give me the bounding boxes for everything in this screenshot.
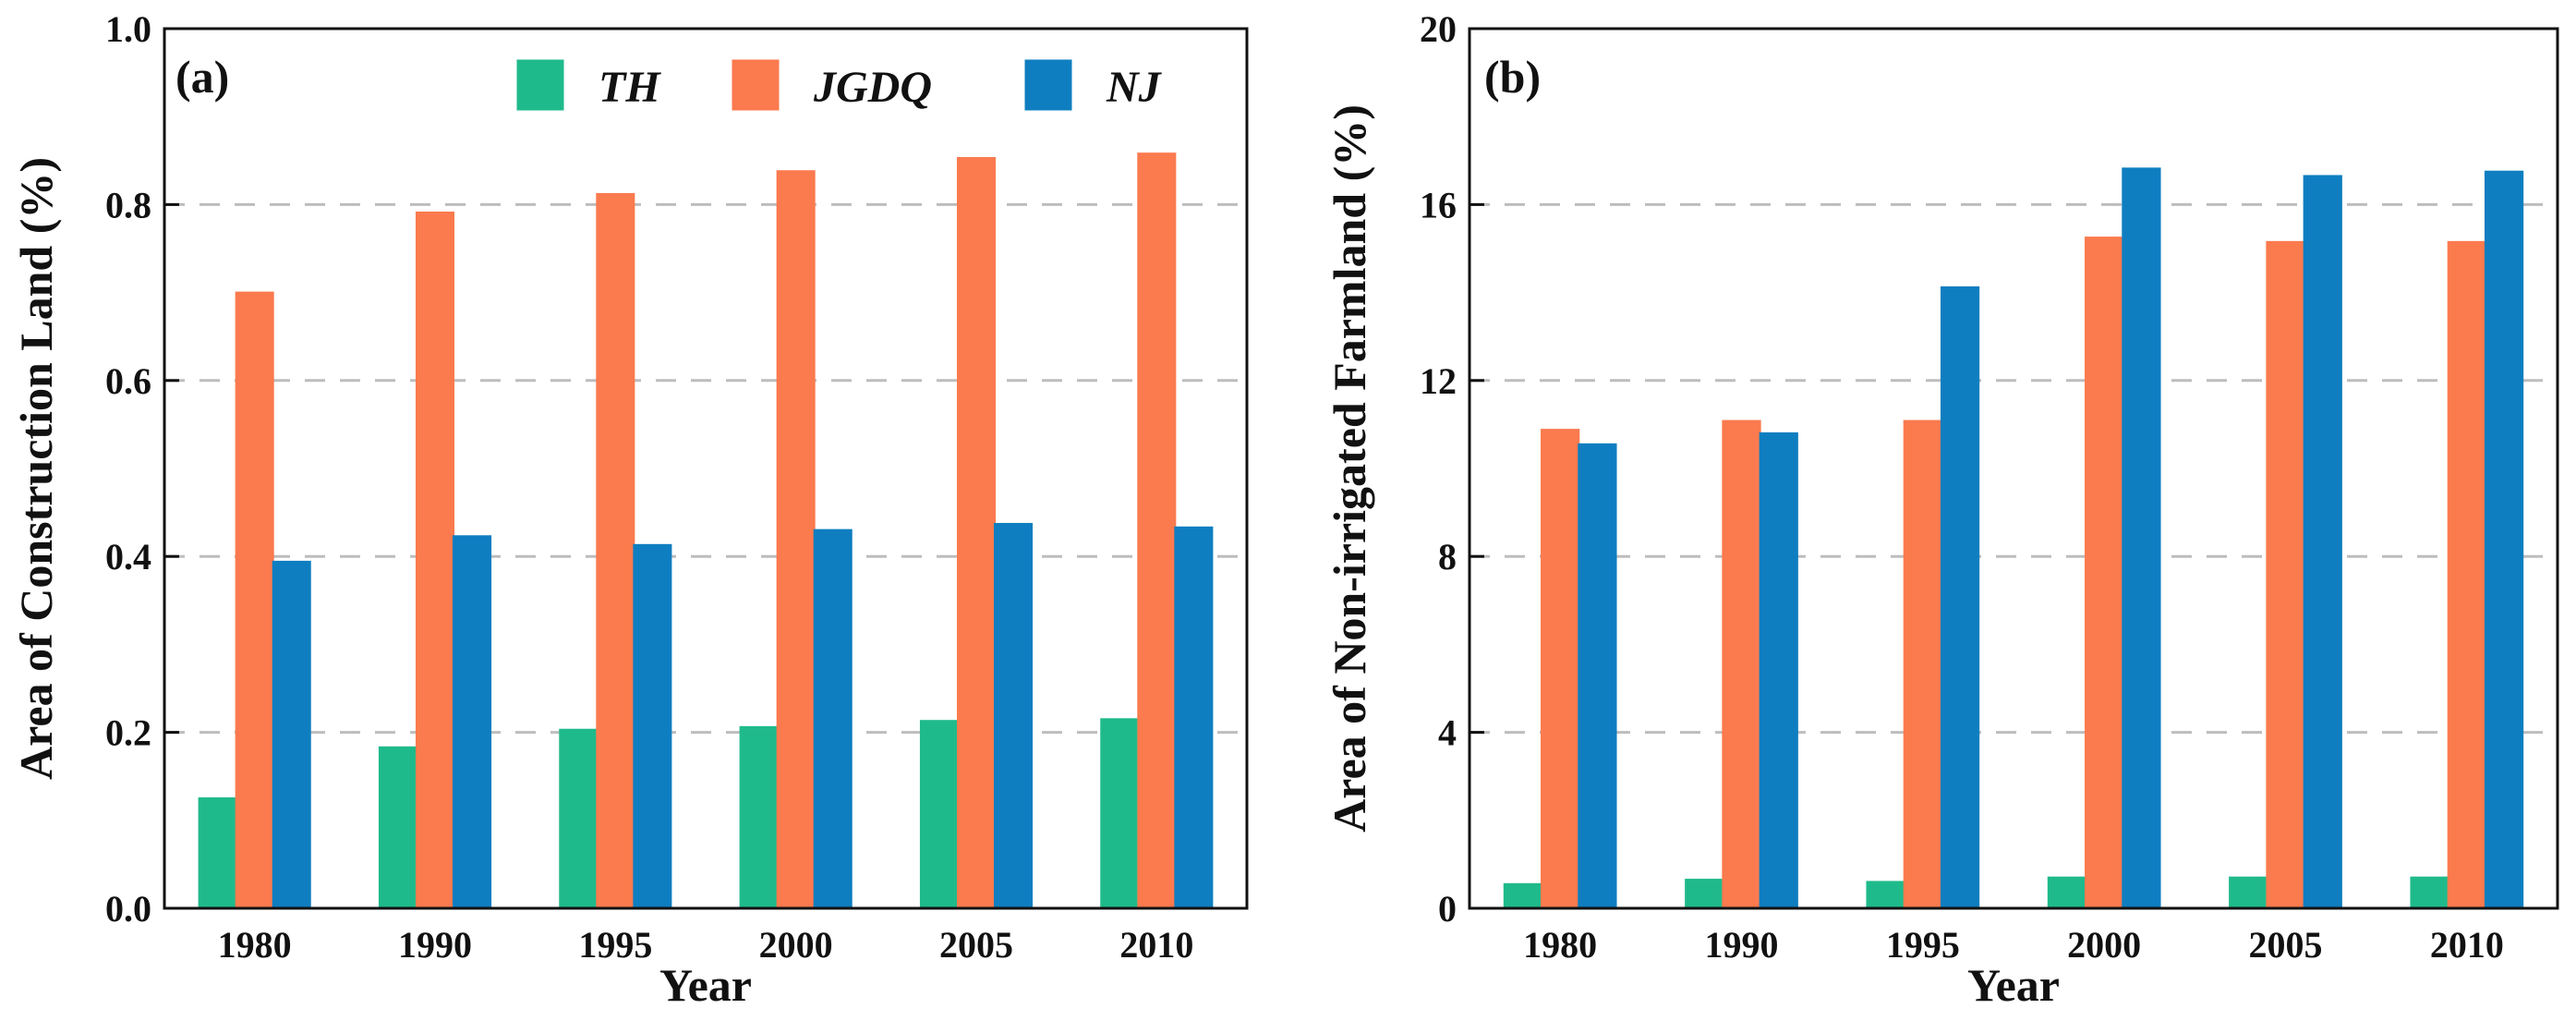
panel-b-y-tick-label: 16	[1420, 184, 1457, 225]
panel-a-plot-frame	[163, 27, 1249, 910]
panel-b-bar-nj-2010	[2484, 170, 2524, 909]
legend: TH JGDQ NJ	[516, 59, 1163, 112]
panel-b-y-tick-label: 4	[1438, 712, 1457, 754]
panel-a-construction-land: 0.0 0.2 0.4 0.6 0.8 1.0 1980 1990 1995 2000 2005 20…	[10, 8, 1249, 1011]
panel-b-bar-jgdq-1990	[1722, 419, 1761, 910]
panel-a-y-tick-label: 0.8	[105, 184, 151, 225]
legend-label-th: TH	[599, 63, 661, 112]
panel-a-x-tick-label: 2010	[1119, 924, 1193, 966]
legend-swatch-th	[516, 59, 564, 111]
panel-a-x-tick-label: 2000	[759, 924, 833, 966]
panel-b-x-tick-label: 2010	[2430, 924, 2504, 966]
panel-a-y-tick-label: 0.0	[105, 888, 151, 930]
panel-a-bar-nj-1995	[633, 543, 672, 909]
panel-a-bar-th-1990	[378, 746, 417, 909]
panel-b-bar-th-2010	[2410, 876, 2449, 909]
legend-label-jgdq: JGDQ	[813, 63, 932, 112]
panel-a-y-tick-label: 0.2	[105, 712, 151, 754]
panel-b-bar-th-2000	[2047, 876, 2087, 909]
panel-b-bar-th-1995	[1866, 881, 1905, 910]
panel-b-bar-jgdq-1995	[1903, 419, 1942, 910]
panel-b-x-tick-label: 1995	[1886, 924, 1960, 966]
panel-b-x-tick-label: 2000	[2067, 924, 2141, 966]
panel-b-y-axis-title: Area of Non-irrigated Farmland (%)	[1324, 104, 1375, 832]
panel-a-x-tick-label: 1990	[398, 924, 472, 966]
panel-a-bar-jgdq-1995	[596, 192, 635, 909]
panel-a-bar-jgdq-2005	[956, 156, 997, 910]
panel-a-x-tick-label: 2005	[939, 924, 1013, 966]
panel-b-y-tick-label: 12	[1420, 360, 1457, 402]
panel-b-bar-nj-1995	[1940, 286, 1980, 909]
panel-b-x-axis-title: Year	[1967, 959, 2060, 1011]
panel-b-bar-th-1990	[1685, 879, 1724, 909]
panel-b-bar-nj-2005	[2303, 175, 2342, 909]
panel-a-y-axis-title: Area of Construction Land (%)	[10, 157, 62, 780]
panel-b-bar-jgdq-2010	[2447, 240, 2486, 909]
panel-a-bar-th-2010	[1100, 718, 1140, 909]
panel-a-bar-nj-2005	[994, 522, 1034, 909]
panel-b-bar-jgdq-1980	[1541, 429, 1580, 909]
panel-a-x-tick-label: 1980	[218, 924, 292, 966]
panel-b-x-tick-label: 2005	[2249, 924, 2323, 966]
panel-b-y-tick-label: 20	[1420, 8, 1457, 50]
panel-b-y-tick-label: 8	[1438, 536, 1457, 577]
legend-swatch-jgdq	[732, 59, 780, 111]
panel-a-bar-th-1995	[559, 728, 599, 910]
panel-b-bar-th-1980	[1503, 882, 1543, 910]
panel-a-bar-th-1980	[198, 797, 237, 909]
panel-b-bar-nj-1980	[1578, 443, 1617, 909]
panel-b-bar-jgdq-2005	[2266, 240, 2305, 909]
panel-a-label: (a)	[175, 51, 229, 103]
panel-a-bar-nj-2000	[813, 529, 853, 909]
panel-a-bar-nj-1980	[272, 560, 311, 909]
panel-a-bar-jgdq-1990	[415, 211, 455, 909]
panel-a-x-tick-label: 1995	[578, 924, 652, 966]
legend-label-nj: NJ	[1106, 63, 1163, 112]
panel-b-y-tick-label: 0	[1438, 888, 1457, 930]
panel-a-bar-th-2000	[739, 725, 779, 909]
panel-b-bar-th-2005	[2229, 876, 2268, 909]
panel-a-y-tick-label: 0.4	[105, 536, 151, 577]
legend-swatch-nj	[1024, 59, 1072, 111]
panel-a-bar-nj-2010	[1174, 526, 1214, 909]
panel-b-bar-nj-2000	[2122, 167, 2161, 910]
panel-a-y-tick-label: 1.0	[105, 8, 151, 50]
panel-b-non-irrigated-farmland: 0 4 8 12 16 20 1980 1990 1995 2000 2005 2010 (b) Ye…	[1324, 8, 2559, 1011]
panel-b-bar-nj-1990	[1759, 431, 1798, 910]
panel-b-label: (b)	[1484, 51, 1541, 103]
panel-b-x-tick-label: 1980	[1523, 924, 1597, 966]
panel-b-bar-jgdq-2000	[2085, 237, 2124, 910]
panel-a-bar-jgdq-1980	[235, 291, 274, 910]
panel-a-x-axis-title: Year	[659, 959, 752, 1011]
panel-b-x-tick-label: 1990	[1705, 924, 1779, 966]
panel-a-bar-nj-1990	[453, 535, 492, 910]
panel-a-bar-jgdq-2010	[1137, 152, 1177, 909]
panel-a-y-tick-label: 0.6	[105, 360, 151, 402]
panel-a-bar-th-2005	[919, 720, 959, 909]
panel-a-bar-jgdq-2000	[776, 170, 816, 909]
panel-b-plot-frame	[1468, 27, 2559, 910]
